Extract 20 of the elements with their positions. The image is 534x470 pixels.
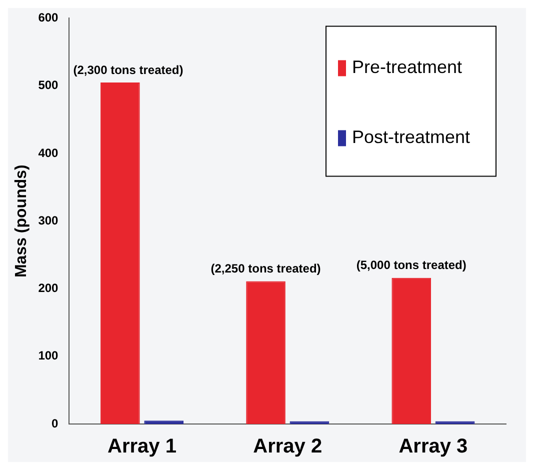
y-tick-label: 300 (38, 213, 59, 228)
legend-label: Post-treatment (352, 127, 470, 148)
bar (246, 281, 286, 424)
bar (100, 82, 140, 424)
y-tick-label: 200 (38, 281, 59, 296)
legend-label: Pre-treatment (352, 57, 462, 78)
y-tick-label: 600 (38, 10, 59, 25)
x-tick-label: Array 3 (398, 436, 468, 458)
x-tick-label: Array 1 (108, 436, 176, 458)
y-tick-label: 400 (38, 146, 59, 160)
y-tick-label: 0 (52, 416, 59, 430)
y-tick-label: 100 (38, 348, 59, 363)
bar (144, 420, 184, 424)
annotation: (5,000 tons treated) (356, 258, 466, 272)
annotation: (2,250 tons treated) (210, 262, 321, 276)
y-tick-label: 500 (38, 78, 59, 92)
y-axis-title: Mass (pounds) (13, 164, 30, 278)
annotation: (2,300 tons treated) (73, 62, 184, 77)
bar (392, 278, 432, 424)
x-tick-label: Array 2 (253, 436, 322, 458)
